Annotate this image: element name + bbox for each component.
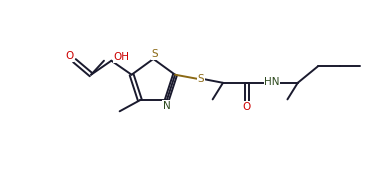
Text: O: O: [66, 51, 74, 61]
Text: HN: HN: [264, 77, 280, 87]
Text: OH: OH: [113, 52, 129, 62]
Text: S: S: [151, 49, 158, 59]
Text: N: N: [163, 101, 170, 111]
Text: O: O: [243, 102, 251, 112]
Text: S: S: [198, 74, 204, 84]
